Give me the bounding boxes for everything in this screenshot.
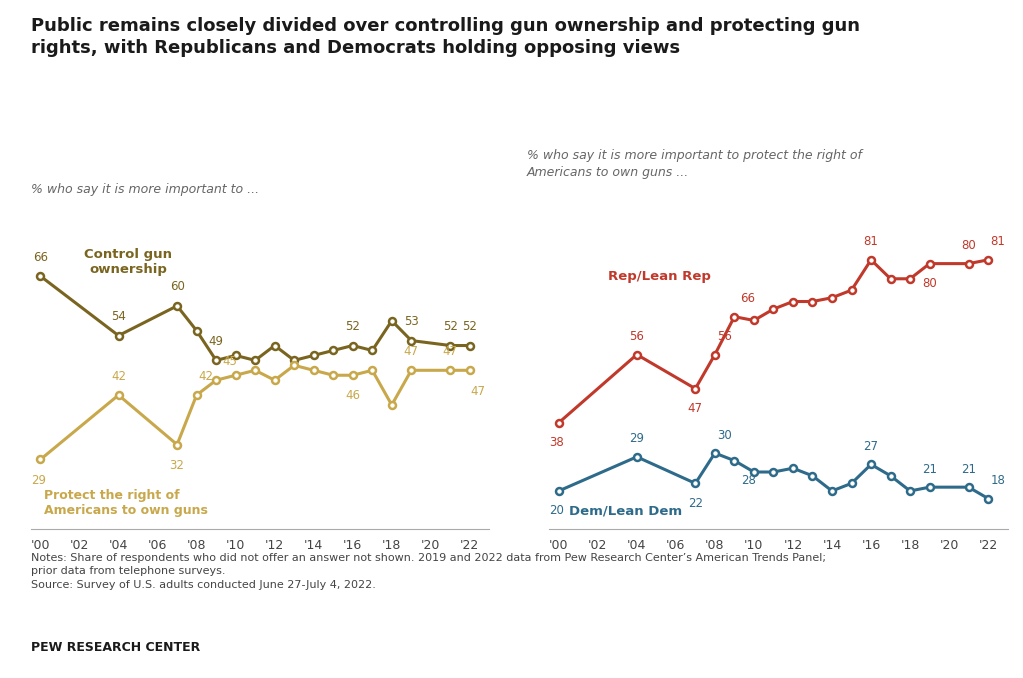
Text: % who say it is more important to ...: % who say it is more important to ... <box>31 183 259 196</box>
Text: 27: 27 <box>863 440 879 453</box>
Text: % who say it is more important to protect the right of
Americans to own guns ...: % who say it is more important to protec… <box>527 149 861 179</box>
Text: 80: 80 <box>922 277 937 290</box>
Text: 56: 56 <box>629 330 644 343</box>
Text: 21: 21 <box>962 463 976 476</box>
Text: 28: 28 <box>741 474 756 487</box>
Text: 29: 29 <box>629 433 644 445</box>
Text: 80: 80 <box>962 239 976 252</box>
Text: 47: 47 <box>404 345 418 358</box>
Text: Dem/Lean Dem: Dem/Lean Dem <box>569 504 681 517</box>
Text: 29: 29 <box>31 474 46 487</box>
Text: 49: 49 <box>209 335 224 348</box>
Text: 38: 38 <box>549 436 564 450</box>
Text: 21: 21 <box>922 463 937 476</box>
Text: 52: 52 <box>443 320 457 333</box>
Text: Protect the right of
Americans to own guns: Protect the right of Americans to own gu… <box>44 490 209 517</box>
Text: 47: 47 <box>443 345 458 358</box>
Text: 45: 45 <box>222 355 237 367</box>
Text: 53: 53 <box>404 315 418 328</box>
Text: Rep/Lean Rep: Rep/Lean Rep <box>608 270 710 283</box>
Text: 20: 20 <box>549 504 564 517</box>
Text: 30: 30 <box>717 428 732 441</box>
Text: 56: 56 <box>717 330 732 343</box>
Text: 66: 66 <box>741 292 756 305</box>
Text: PEW RESEARCH CENTER: PEW RESEARCH CENTER <box>31 641 199 654</box>
Text: 52: 52 <box>346 320 360 333</box>
Text: Control gun
ownership: Control gun ownership <box>84 248 172 276</box>
Text: 47: 47 <box>687 402 703 415</box>
Text: 54: 54 <box>112 311 126 323</box>
Text: 32: 32 <box>170 459 184 472</box>
Text: 81: 81 <box>990 235 1006 248</box>
Text: 18: 18 <box>990 474 1006 487</box>
Text: 22: 22 <box>687 497 703 510</box>
Text: 47: 47 <box>471 384 485 397</box>
Text: 66: 66 <box>33 251 48 264</box>
Text: 52: 52 <box>462 320 478 333</box>
Text: 42: 42 <box>112 370 126 382</box>
Text: Public remains closely divided over controlling gun ownership and protecting gun: Public remains closely divided over cont… <box>31 17 859 57</box>
Text: 42: 42 <box>198 370 214 382</box>
Text: 46: 46 <box>345 389 360 403</box>
Text: Notes: Share of respondents who did not offer an answer not shown. 2019 and 2022: Notes: Share of respondents who did not … <box>31 553 826 590</box>
Text: 81: 81 <box>863 235 879 248</box>
Text: 60: 60 <box>170 281 184 294</box>
